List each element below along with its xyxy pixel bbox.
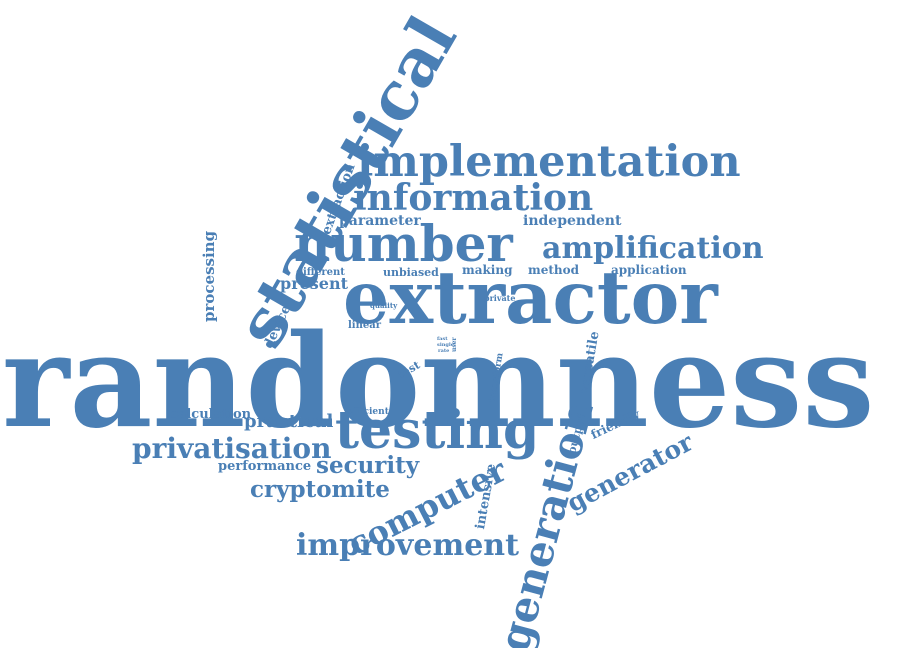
word-different: different [296, 267, 345, 278]
word-method: method [528, 263, 579, 277]
word-quality: quality [370, 301, 398, 310]
word-efficient: efficient [347, 407, 389, 417]
word-information: information [353, 177, 594, 219]
word-present: present [280, 274, 349, 293]
word-linear: linear [348, 320, 381, 331]
word-single: single [437, 342, 454, 348]
word-improvement: improvement [296, 528, 519, 563]
word-privatisation: privatisation [132, 432, 332, 465]
word-performance: performance [218, 459, 312, 474]
word-unbiased: unbiased [383, 266, 439, 279]
word-calculation: calculation [170, 407, 252, 422]
word-practical: practical [244, 411, 334, 432]
word-independent: independent [523, 213, 622, 229]
word-randomness: randomness [2, 307, 875, 457]
word-testing: testing [335, 400, 540, 461]
word-rate: rate [438, 348, 450, 354]
word-processing: processing [200, 230, 218, 322]
word-security: security [316, 452, 420, 479]
word-implementation: implementation [357, 137, 741, 187]
word-extractor: extractor [343, 255, 718, 341]
word-private: private [484, 293, 516, 303]
word-parameter: parameter [339, 213, 421, 229]
word-cryptomite: cryptomite [250, 476, 390, 503]
word-making: making [462, 263, 513, 277]
word-application: application [611, 263, 687, 277]
word-fast: fast [437, 336, 448, 342]
word-number: number [294, 214, 513, 273]
word-amplification: amplification [542, 231, 764, 266]
